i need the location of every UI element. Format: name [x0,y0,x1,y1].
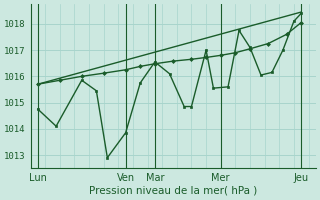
X-axis label: Pression niveau de la mer( hPa ): Pression niveau de la mer( hPa ) [89,186,257,196]
